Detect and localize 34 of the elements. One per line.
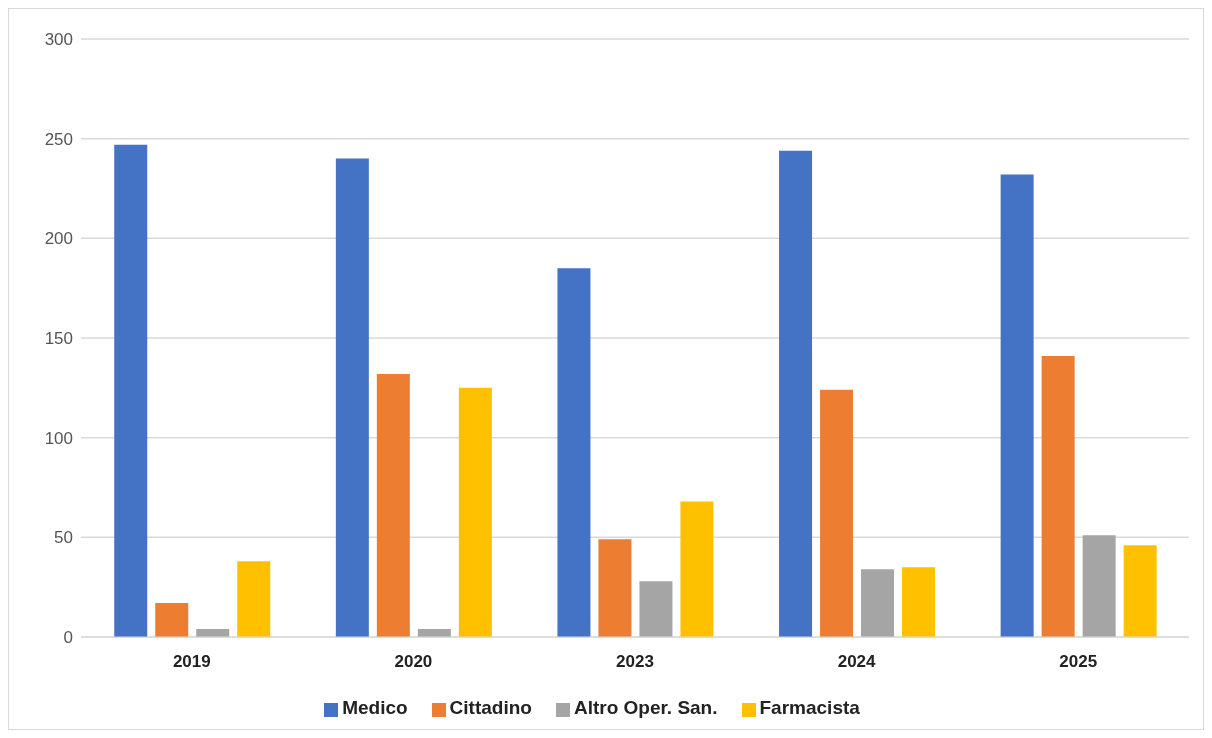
bar bbox=[1000, 174, 1034, 637]
bar bbox=[458, 387, 492, 637]
bar bbox=[1041, 355, 1075, 637]
y-tick-label: 50 bbox=[54, 528, 73, 548]
bar bbox=[861, 569, 895, 637]
bar bbox=[376, 373, 410, 637]
y-tick-label: 100 bbox=[44, 428, 73, 448]
bar bbox=[155, 603, 189, 637]
y-tick-label: 200 bbox=[44, 229, 73, 249]
x-tick-label: 2024 bbox=[837, 652, 877, 672]
bar bbox=[680, 501, 714, 637]
y-tick-label: 300 bbox=[44, 30, 73, 50]
x-tick-label: 2019 bbox=[172, 652, 211, 672]
legend-label: Cittadino bbox=[449, 697, 532, 718]
bar bbox=[1123, 545, 1157, 637]
bar bbox=[820, 389, 854, 637]
x-tick-label: 2023 bbox=[616, 652, 654, 672]
bar bbox=[114, 144, 148, 637]
bar bbox=[639, 581, 673, 637]
bar bbox=[1082, 535, 1116, 637]
legend-label: Farmacista bbox=[759, 697, 860, 718]
bar bbox=[237, 561, 271, 637]
x-tick-label: 2025 bbox=[1059, 652, 1098, 672]
y-tick-label: 250 bbox=[44, 129, 73, 149]
bar bbox=[335, 158, 369, 637]
bar bbox=[598, 539, 632, 637]
bar bbox=[902, 567, 936, 637]
y-tick-label: 150 bbox=[44, 329, 73, 349]
legend-label: Altro Oper. San. bbox=[573, 697, 718, 718]
y-tick-label: 0 bbox=[63, 628, 73, 648]
legend-label: Medico bbox=[342, 697, 408, 718]
bar bbox=[779, 150, 813, 637]
bar bbox=[557, 268, 591, 637]
x-tick-label: 2020 bbox=[394, 652, 433, 672]
